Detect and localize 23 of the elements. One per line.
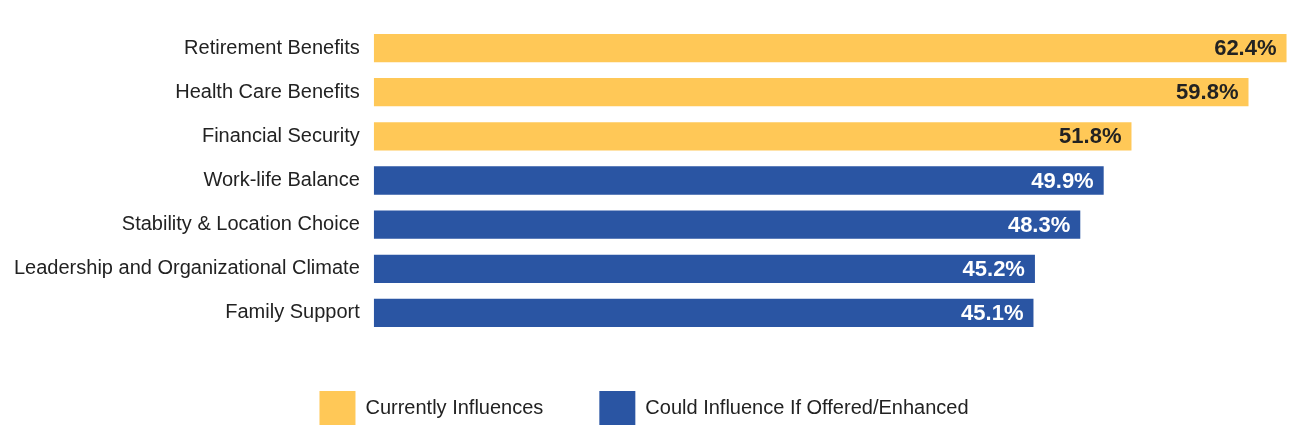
bar	[373, 122, 1132, 151]
data-label: 45.2%	[962, 255, 1025, 281]
legend-label: Currently Influences	[365, 395, 544, 418]
y-tick-label: Health Care Benefits	[175, 79, 360, 102]
bar	[373, 210, 1081, 239]
bar	[373, 298, 1034, 328]
y-tick-label: Stability & Location Choice	[121, 212, 360, 235]
data-label: 48.3%	[1007, 211, 1071, 237]
bar	[373, 254, 1035, 283]
bar	[373, 33, 1287, 63]
y-tick-label: Financial Security	[201, 123, 360, 146]
data-label: 62.4%	[1214, 35, 1277, 61]
data-label: 59.8%	[1176, 79, 1239, 105]
y-tick-label: Leadership and Organizational Climate	[14, 256, 360, 279]
y-tick-label: Work-life Balance	[203, 168, 360, 191]
data-label: 49.9%	[1031, 167, 1094, 193]
bar	[373, 166, 1104, 195]
y-tick-label: Family Support	[225, 300, 361, 323]
bar	[373, 78, 1249, 107]
legend-label: Could Influence If Offered/Enhanced	[645, 395, 969, 418]
data-label: 51.8%	[1059, 123, 1122, 149]
data-label: 45.1%	[961, 299, 1024, 325]
y-tick-label: Retirement Benefits	[184, 35, 360, 58]
